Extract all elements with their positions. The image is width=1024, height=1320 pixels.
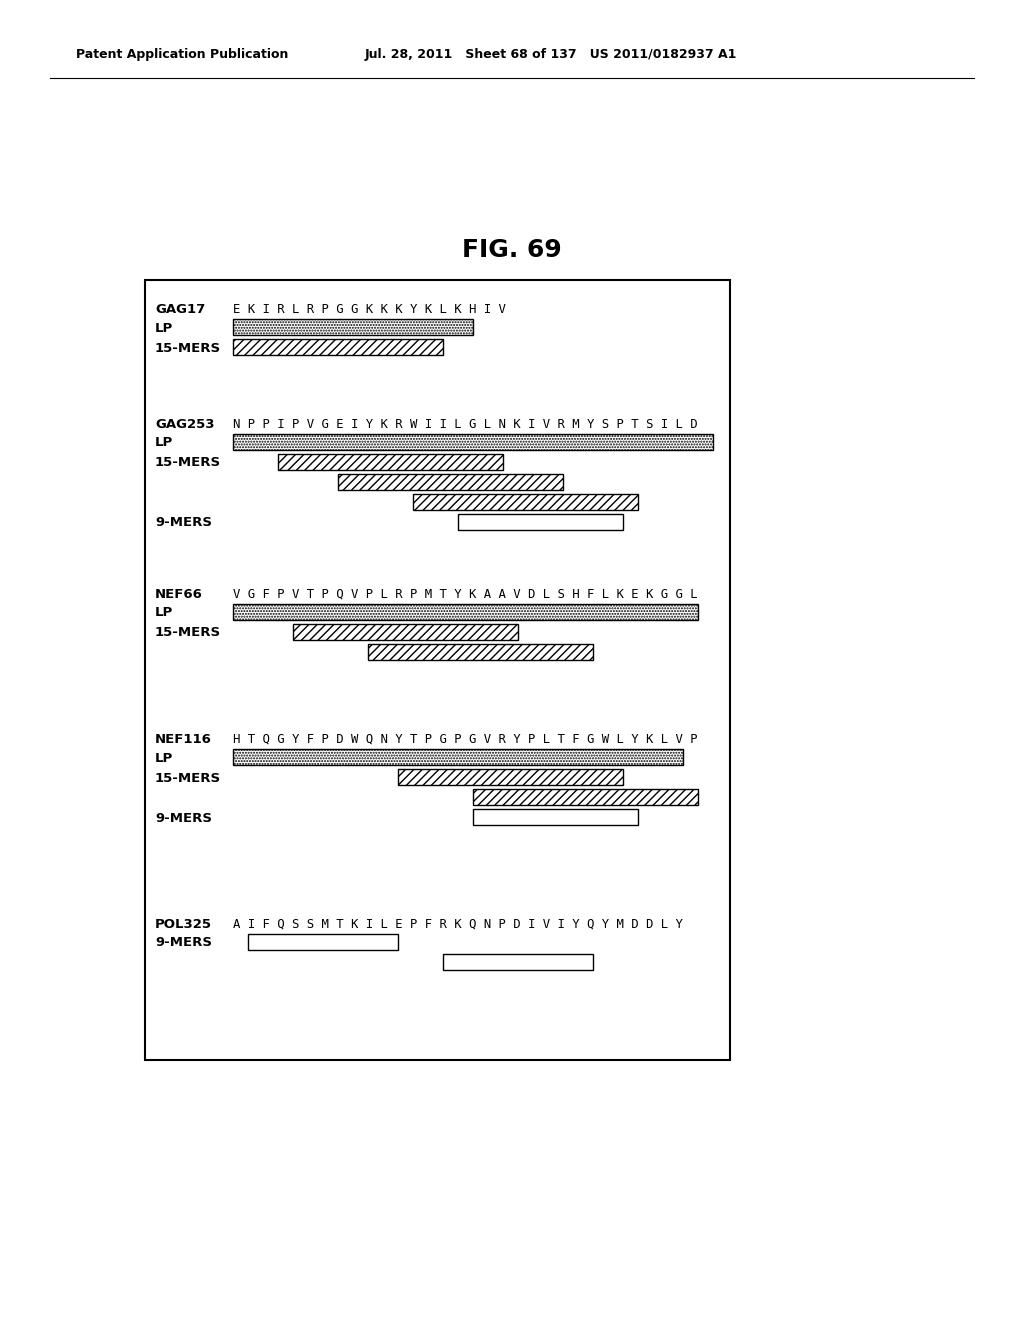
Bar <box>368 644 593 660</box>
Bar <box>248 935 398 950</box>
Bar <box>145 280 730 1060</box>
Text: NEF66: NEF66 <box>155 587 203 601</box>
Bar <box>233 339 443 355</box>
Text: E K I R L R P G G K K K Y K L K H I V: E K I R L R P G G K K K Y K L K H I V <box>233 304 506 315</box>
Text: 9-MERS: 9-MERS <box>155 516 212 529</box>
Text: V G F P V T P Q V P L R P M T Y K A A V D L S H F L K E K G G L: V G F P V T P Q V P L R P M T Y K A A V … <box>233 587 697 601</box>
Text: LP: LP <box>155 606 173 619</box>
Bar <box>233 748 683 766</box>
Text: 15-MERS: 15-MERS <box>155 342 221 355</box>
Bar <box>233 319 473 335</box>
Text: POL325: POL325 <box>155 917 212 931</box>
Text: 15-MERS: 15-MERS <box>155 457 221 470</box>
Bar <box>458 513 623 531</box>
Text: LP: LP <box>155 751 173 764</box>
Bar <box>398 770 623 785</box>
Bar <box>293 624 518 640</box>
Text: FIG. 69: FIG. 69 <box>462 238 562 261</box>
Text: A I F Q S S M T K I L E P F R K Q N P D I V I Y Q Y M D D L Y: A I F Q S S M T K I L E P F R K Q N P D … <box>233 917 683 931</box>
Bar <box>233 434 713 450</box>
Text: GAG253: GAG253 <box>155 418 214 432</box>
Text: NEF116: NEF116 <box>155 733 212 746</box>
Bar <box>443 954 593 970</box>
Text: LP: LP <box>155 322 173 334</box>
Text: LP: LP <box>155 437 173 450</box>
Text: 9-MERS: 9-MERS <box>155 936 212 949</box>
Text: 9-MERS: 9-MERS <box>155 812 212 825</box>
Bar <box>473 789 698 805</box>
Text: H T Q G Y F P D W Q N Y T P G P G V R Y P L T F G W L Y K L V P: H T Q G Y F P D W Q N Y T P G P G V R Y … <box>233 733 697 746</box>
Text: 15-MERS: 15-MERS <box>155 771 221 784</box>
Text: GAG17: GAG17 <box>155 304 205 315</box>
Bar <box>413 494 638 510</box>
Bar <box>338 474 563 490</box>
Text: Jul. 28, 2011   Sheet 68 of 137   US 2011/0182937 A1: Jul. 28, 2011 Sheet 68 of 137 US 2011/01… <box>365 48 737 61</box>
Text: Patent Application Publication: Patent Application Publication <box>76 48 289 61</box>
Bar <box>473 809 638 825</box>
Bar <box>278 454 503 470</box>
Bar <box>233 605 698 620</box>
Text: 15-MERS: 15-MERS <box>155 627 221 639</box>
Text: N P P I P V G E I Y K R W I I L G L N K I V R M Y S P T S I L D: N P P I P V G E I Y K R W I I L G L N K … <box>233 418 697 432</box>
